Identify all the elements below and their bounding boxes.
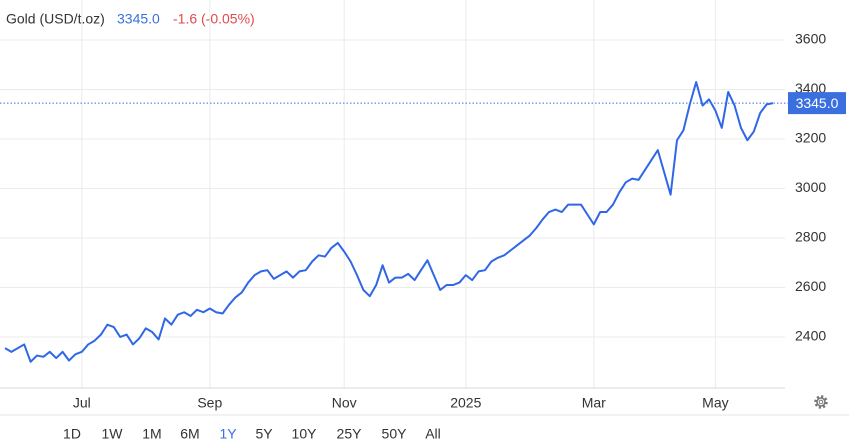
y-tick-label: 3000 xyxy=(795,179,826,195)
settings-icon[interactable] xyxy=(814,395,828,409)
range-button[interactable]: All xyxy=(425,426,441,442)
last-price-label: 3345.0 xyxy=(796,95,839,111)
header-price: 3345.0 xyxy=(117,11,160,27)
x-tick-label: 2025 xyxy=(450,395,481,411)
range-button[interactable]: 1W xyxy=(102,426,124,442)
y-tick-label: 2800 xyxy=(795,229,826,245)
last-price-box xyxy=(788,92,846,115)
x-tick-label: Sep xyxy=(197,395,222,411)
range-button[interactable]: 10Y xyxy=(292,426,318,442)
range-button[interactable]: 1M xyxy=(142,426,161,442)
x-tick-label: Mar xyxy=(582,395,606,411)
range-button[interactable]: 50Y xyxy=(382,426,408,442)
price-line xyxy=(4,81,774,363)
y-tick-label: 2600 xyxy=(795,278,826,294)
range-button[interactable]: 5Y xyxy=(255,426,273,442)
y-tick-label: 3600 xyxy=(795,31,826,47)
range-button[interactable]: 1D xyxy=(63,426,81,442)
chart-title: Gold (USD/t.oz) xyxy=(6,11,105,27)
y-tick-label: 3200 xyxy=(795,130,826,146)
x-tick-label: Nov xyxy=(332,395,357,411)
range-button[interactable]: 1Y xyxy=(219,426,237,442)
x-tick-label: May xyxy=(702,395,728,411)
header-change: -1.6 (-0.05%) xyxy=(173,11,255,27)
range-button[interactable]: 6M xyxy=(180,426,199,442)
y-tick-label: 2400 xyxy=(795,328,826,344)
range-button[interactable]: 25Y xyxy=(337,426,363,442)
x-tick-label: Jul xyxy=(73,395,91,411)
